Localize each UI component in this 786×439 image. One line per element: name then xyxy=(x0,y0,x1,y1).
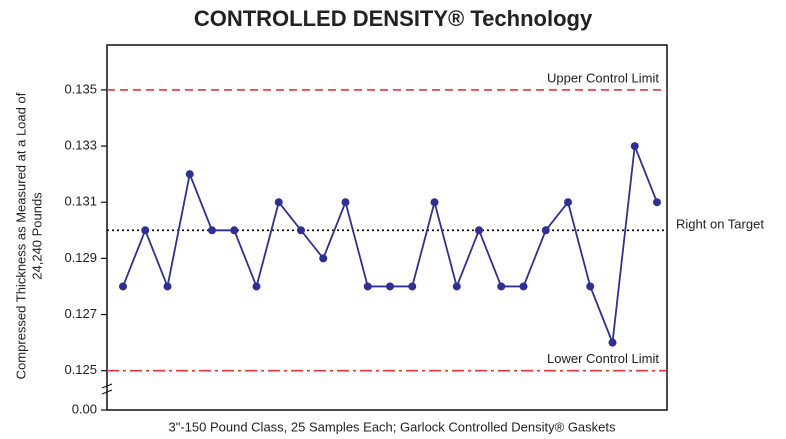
data-point xyxy=(452,282,461,291)
data-line xyxy=(122,145,658,343)
y-tick-label: 0.135 xyxy=(64,81,97,96)
y-tick-label: 0.133 xyxy=(64,138,97,153)
data-point xyxy=(119,282,127,291)
data-point xyxy=(519,282,528,291)
data-point xyxy=(541,226,550,235)
y-tick-label: 0.127 xyxy=(64,306,97,321)
y-axis-label-line: 24,240 Pounds xyxy=(29,192,44,280)
data-point xyxy=(297,226,305,235)
data-point xyxy=(319,254,328,263)
chart-title: CONTROLLED DENSITY® Technology xyxy=(194,6,593,31)
data-point xyxy=(230,226,239,235)
data-point xyxy=(430,198,439,207)
data-point xyxy=(185,170,194,179)
axis-break xyxy=(101,383,113,395)
data-point xyxy=(408,282,417,291)
data-point xyxy=(274,198,283,207)
data-point xyxy=(208,226,216,235)
data-point xyxy=(252,282,261,291)
data-point xyxy=(653,198,661,207)
data-point xyxy=(586,282,595,291)
y-tick-label: 0.00 xyxy=(72,401,97,416)
x-axis-label: 3"-150 Pound Class, 25 Samples Each; Gar… xyxy=(168,419,616,434)
data-point xyxy=(497,282,506,291)
data-point xyxy=(630,142,639,151)
data-point xyxy=(564,198,572,207)
y-tick-label: 0.131 xyxy=(64,194,97,209)
data-point xyxy=(141,226,150,235)
data-point xyxy=(363,282,372,291)
data-point xyxy=(386,282,394,291)
reference-label: Upper Control Limit xyxy=(547,70,659,85)
data-point xyxy=(608,338,617,347)
reference-label: Lower Control Limit xyxy=(547,351,659,366)
plot-frame xyxy=(106,44,668,411)
data-point xyxy=(163,282,172,291)
y-tick-label: 0.129 xyxy=(64,250,97,265)
y-tick-label: 0.125 xyxy=(64,362,97,377)
y-axis-label: Compressed Thickness as Measured at a Lo… xyxy=(13,92,44,379)
data-point xyxy=(475,226,483,235)
data-point xyxy=(341,198,350,207)
reference-label: Right on Target xyxy=(676,217,764,232)
y-axis-label-line: Compressed Thickness as Measured at a Lo… xyxy=(13,92,28,379)
